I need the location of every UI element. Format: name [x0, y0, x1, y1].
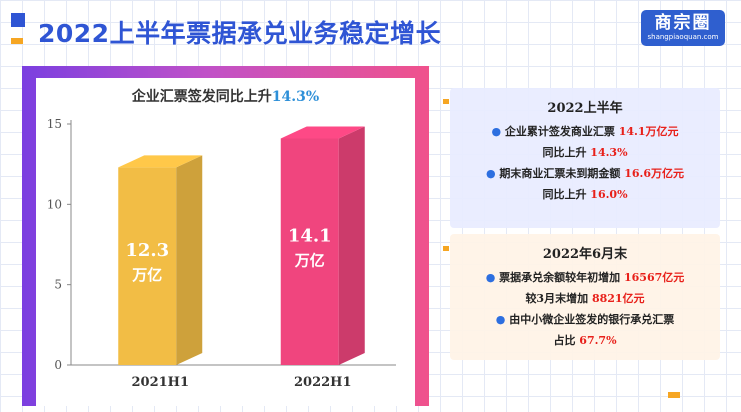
chart-card: 企业汇票签发同比上升14.3% 0 5 10 15 12.3 万亿 2021H1 14.1 万亿…: [36, 78, 415, 406]
line-text: 同比上升: [542, 146, 587, 159]
y-tick-label: 10: [47, 197, 62, 211]
line-text: 较3月末增加: [525, 292, 589, 305]
bar-top: [118, 155, 203, 168]
line-value: 14.3%: [590, 146, 628, 159]
line-text: 由中小微企业签发的银行承兑汇票: [509, 313, 675, 326]
line-text: 同比上升: [542, 188, 587, 201]
panel-line: 同比上升 14.3%: [450, 142, 720, 163]
panel-line: 较3月末增加 8821亿元: [450, 288, 720, 309]
line-text: 企业累计签发商业汇票: [504, 125, 615, 138]
line-text: 票据承兑余额较年初增加: [499, 271, 621, 284]
bullet-icon: ●: [491, 125, 502, 138]
summary-panel-h1: 2022上半年 ● 企业累计签发商业汇票 14.1万亿元 同比上升 14.3% …: [450, 88, 720, 228]
bullet-icon: ●: [485, 167, 496, 180]
panel-dot-decoration: [443, 246, 449, 251]
bar-chart: 0 5 10 15 12.3 万亿 2021H1 14.1 万亿 2022H1: [47, 117, 396, 390]
bar-top: [280, 126, 365, 139]
title-square-decoration: [11, 13, 25, 27]
corner-dash-decoration: [668, 392, 680, 398]
bullet-icon: ●: [485, 271, 496, 284]
summary-panel-june: 2022年6月末 ● 票据承兑余额较年初增加 16567亿元 较3月末增加 88…: [450, 234, 720, 360]
bar-front: [118, 167, 177, 365]
panel-line: ● 企业累计签发商业汇票 14.1万亿元: [450, 121, 720, 142]
logo-name: 商宗圈: [654, 13, 712, 33]
y-tick-label: 5: [54, 278, 62, 292]
bullet-icon: ●: [495, 313, 506, 326]
line-value: 16.6万亿元: [624, 167, 685, 180]
panel-line: ● 票据承兑余额较年初增加 16567亿元: [450, 267, 720, 288]
bar-unit-label: 万亿: [294, 252, 325, 270]
x-category-label: 2022H1: [294, 375, 352, 390]
logo-url: shangpiaoquan.com: [647, 33, 719, 41]
panel-line: 同比上升 16.0%: [450, 184, 720, 205]
page-title: 2022上半年票据承兑业务稳定增长: [38, 19, 442, 48]
line-value: 14.1万亿元: [618, 125, 679, 138]
line-value: 16567亿元: [624, 271, 685, 284]
bar-side: [338, 126, 365, 366]
chart-title-text: 企业汇票签发同比上升: [131, 89, 272, 105]
bar-side: [176, 155, 203, 365]
panel-line: 占比 67.7%: [450, 330, 720, 351]
bar-front: [280, 138, 339, 365]
line-value: 8821亿元: [591, 292, 645, 305]
line-value: 16.0%: [590, 188, 628, 201]
panel-heading: 2022年6月末: [542, 247, 628, 262]
line-text: 占比: [553, 334, 576, 347]
line-text: 期末商业汇票未到期金额: [499, 167, 621, 180]
panel-dot-decoration: [443, 99, 449, 104]
line-value: 67.7%: [579, 334, 617, 347]
panel-heading: 2022上半年: [547, 101, 623, 116]
panel-line: ● 期末商业汇票未到期金额 16.6万亿元: [450, 163, 720, 184]
chart-title: 企业汇票签发同比上升14.3%: [36, 86, 415, 106]
panel-line: ● 由中小微企业签发的银行承兑汇票: [450, 309, 720, 330]
x-category-label: 2021H1: [131, 375, 189, 390]
title-dash-decoration: [11, 38, 23, 44]
bar-value-label: 12.3: [125, 240, 169, 261]
y-tick-label: 0: [54, 358, 62, 372]
bar-value-label: 14.1: [288, 226, 332, 247]
chart-title-highlight: 14.3%: [271, 89, 320, 105]
brand-logo: 商宗圈 shangpiaoquan.com: [641, 10, 725, 46]
bar-unit-label: 万亿: [131, 266, 162, 284]
y-tick-label: 15: [47, 117, 62, 131]
chart-frame: 企业汇票签发同比上升14.3% 0 5 10 15 12.3 万亿 2021H1 14.1 万亿…: [22, 66, 429, 406]
